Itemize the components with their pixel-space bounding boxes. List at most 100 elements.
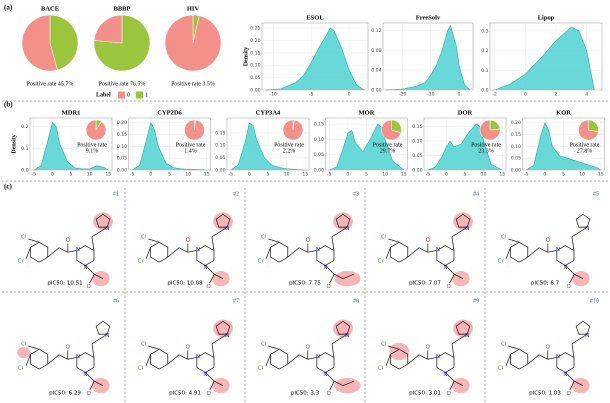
atom-label: N (556, 354, 560, 360)
bond (527, 247, 557, 258)
bond (270, 241, 289, 263)
atom-label: N (196, 354, 200, 360)
highlight (389, 342, 410, 361)
pie-slice (93, 14, 123, 44)
bond (335, 320, 351, 335)
atom-label: N (465, 333, 469, 339)
atom-label: Cl (141, 234, 147, 240)
highlight (452, 377, 470, 394)
atom-label: Cl (498, 259, 504, 265)
x-tick-label: 5 (168, 172, 171, 178)
inset-caption: Positive rate (570, 142, 600, 148)
bond (455, 320, 471, 335)
y-tick-label: 0.20 (250, 38, 260, 44)
bond (505, 354, 511, 366)
atom-label: N (436, 247, 440, 253)
x-tick-label: -5 (228, 172, 233, 178)
atom-label: O (447, 284, 452, 290)
molecule-id: #7 (233, 298, 239, 304)
y-tick-label: 0.05 (250, 75, 260, 81)
x-tick-label: 15 (499, 172, 505, 178)
y-tick-label: 0.00 (371, 88, 381, 94)
pie-caption: Positive rate 76.5% (99, 81, 146, 87)
y-tick-label: 0.00 (314, 168, 324, 174)
x-tick-label: 15 (598, 172, 604, 178)
pie-slice (381, 119, 402, 141)
x-tick-label: 0 (524, 92, 527, 98)
highlight (334, 270, 361, 287)
atom-label: O (546, 345, 551, 351)
atom-label: O (207, 284, 212, 290)
x-tick-label: 10 (284, 172, 290, 178)
bond (209, 381, 215, 391)
atom-label: Cl (381, 234, 387, 240)
chart-title: CYP3A4 (256, 109, 281, 116)
bond (571, 333, 588, 358)
legend-label: 0 (127, 92, 130, 98)
bond (571, 226, 588, 251)
atom-label: N (83, 265, 87, 271)
bond (527, 354, 557, 365)
bond (95, 213, 111, 228)
chart-title: MOR (359, 109, 375, 116)
panel-label: (a) (4, 4, 13, 12)
molecule-id: #2 (233, 191, 239, 197)
bond (47, 247, 77, 258)
y-tick-label: 0.10 (314, 137, 324, 143)
bond (215, 320, 231, 335)
density-area (494, 26, 595, 91)
bond (25, 247, 31, 259)
y-tick-label: 0.10 (117, 144, 127, 150)
x-tick-label: -5 (327, 172, 332, 178)
y-tick-label: 0.05 (314, 152, 324, 158)
chart-title: KOR (556, 109, 571, 116)
molecule-id: #4 (473, 191, 479, 197)
pie-slice (479, 119, 501, 141)
y-tick-label: 0.1 (21, 146, 28, 152)
panel-label: (b) (4, 101, 13, 109)
x-tick-label: -5 (425, 172, 430, 178)
molecule-id: #9 (473, 298, 479, 304)
atom-label: N (76, 247, 80, 253)
x-tick-label: 5 (267, 172, 270, 178)
atom-label: N (563, 372, 567, 378)
inset-caption: 2.2% (283, 148, 296, 154)
bond (569, 274, 575, 284)
density-area (230, 122, 306, 171)
atom-label: Cl (261, 234, 267, 240)
molecule-label: pIC50: 3.3 (291, 391, 320, 397)
y-tick-label: 0.15 (511, 132, 521, 138)
atom-label: Cl (21, 234, 27, 240)
density-area (385, 24, 471, 91)
highlight (572, 270, 590, 287)
y-tick-label: 0.12 (371, 28, 381, 34)
molecule-label: pIC50: 3.01 (409, 391, 441, 397)
atom-label: Cl (501, 341, 507, 347)
atom-label: N (83, 372, 87, 378)
bond (451, 333, 468, 358)
atom-label: O (186, 345, 191, 351)
x-tick-label: -20 (399, 92, 407, 98)
bond (211, 226, 228, 251)
bond (575, 320, 591, 335)
bond (89, 274, 95, 284)
y-tick-label: 0.00 (215, 168, 225, 174)
x-tick-label: -5 (31, 172, 36, 178)
bond (150, 348, 169, 370)
pie-slice (578, 119, 599, 141)
y-tick-label: 0.15 (250, 50, 260, 56)
atom-label: N (105, 333, 109, 339)
atom-label: N (225, 226, 229, 232)
molecule-id: #5 (593, 191, 599, 197)
atom-label: N (323, 372, 327, 378)
y-tick-label: 0.25 (250, 25, 260, 31)
x-tick-label: 4 (585, 92, 588, 98)
bond (508, 345, 520, 350)
chart-title: BBBP (114, 5, 131, 12)
molecule-label: pIC50: 10.08 (167, 281, 203, 287)
x-tick-label: 10 (185, 172, 191, 178)
atom-label: N (196, 247, 200, 253)
